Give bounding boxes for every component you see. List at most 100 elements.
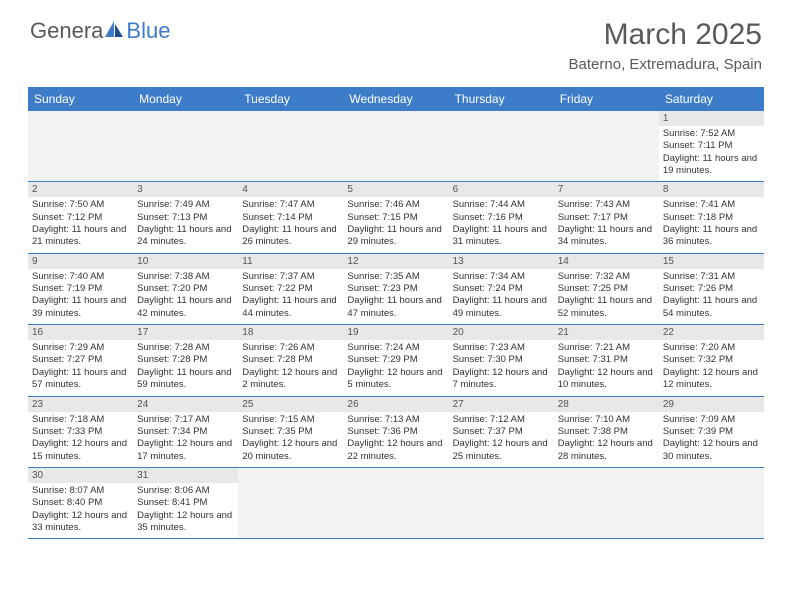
sunrise-line: Sunrise: 7:37 AM [242, 271, 339, 283]
day-body: Sunrise: 7:43 AMSunset: 7:17 PMDaylight:… [554, 197, 659, 252]
day-number: 6 [449, 182, 554, 197]
day-number: 4 [238, 182, 343, 197]
sunset-line: Sunset: 7:24 PM [453, 283, 550, 295]
sunset-line: Sunset: 7:27 PM [32, 354, 129, 366]
sunrise-line: Sunrise: 7:49 AM [137, 199, 234, 211]
sunset-line: Sunset: 7:34 PM [137, 426, 234, 438]
sunset-line: Sunset: 7:11 PM [663, 140, 760, 152]
daylight-line: Daylight: 11 hours and 42 minutes. [137, 295, 234, 320]
sunset-line: Sunset: 7:15 PM [347, 212, 444, 224]
day-header-row: SundayMondayTuesdayWednesdayThursdayFrid… [28, 87, 764, 111]
day-cell: 29Sunrise: 7:09 AMSunset: 7:39 PMDayligh… [659, 397, 764, 467]
day-number: 16 [28, 325, 133, 340]
day-number: 1 [659, 111, 764, 126]
day-number: 21 [554, 325, 659, 340]
day-cell: 8Sunrise: 7:41 AMSunset: 7:18 PMDaylight… [659, 182, 764, 252]
sunset-line: Sunset: 7:28 PM [137, 354, 234, 366]
day-cell [554, 111, 659, 181]
day-cell: 17Sunrise: 7:28 AMSunset: 7:28 PMDayligh… [133, 325, 238, 395]
day-body: Sunrise: 7:47 AMSunset: 7:14 PMDaylight:… [238, 197, 343, 252]
sunset-line: Sunset: 7:17 PM [558, 212, 655, 224]
week-row: 30Sunrise: 8:07 AMSunset: 8:40 PMDayligh… [28, 468, 764, 539]
sunset-line: Sunset: 7:36 PM [347, 426, 444, 438]
daylight-line: Daylight: 11 hours and 52 minutes. [558, 295, 655, 320]
day-cell [659, 468, 764, 538]
sunset-line: Sunset: 7:25 PM [558, 283, 655, 295]
day-cell: 5Sunrise: 7:46 AMSunset: 7:15 PMDaylight… [343, 182, 448, 252]
sunset-line: Sunset: 7:38 PM [558, 426, 655, 438]
sunrise-line: Sunrise: 7:15 AM [242, 414, 339, 426]
sunrise-line: Sunrise: 7:43 AM [558, 199, 655, 211]
day-cell [449, 111, 554, 181]
sunset-line: Sunset: 7:31 PM [558, 354, 655, 366]
daylight-line: Daylight: 12 hours and 35 minutes. [137, 510, 234, 535]
sunrise-line: Sunrise: 7:17 AM [137, 414, 234, 426]
day-header-cell: Monday [133, 87, 238, 111]
sunrise-line: Sunrise: 7:28 AM [137, 342, 234, 354]
day-body: Sunrise: 7:52 AMSunset: 7:11 PMDaylight:… [659, 126, 764, 181]
day-header-cell: Sunday [28, 87, 133, 111]
day-header-cell: Tuesday [238, 87, 343, 111]
day-cell [343, 468, 448, 538]
day-number: 23 [28, 397, 133, 412]
day-cell: 3Sunrise: 7:49 AMSunset: 7:13 PMDaylight… [133, 182, 238, 252]
week-row: 23Sunrise: 7:18 AMSunset: 7:33 PMDayligh… [28, 397, 764, 468]
day-cell [449, 468, 554, 538]
sunrise-line: Sunrise: 7:52 AM [663, 128, 760, 140]
logo-sail-icon [104, 18, 124, 44]
day-number: 25 [238, 397, 343, 412]
day-cell: 19Sunrise: 7:24 AMSunset: 7:29 PMDayligh… [343, 325, 448, 395]
day-body: Sunrise: 7:10 AMSunset: 7:38 PMDaylight:… [554, 412, 659, 467]
daylight-line: Daylight: 11 hours and 59 minutes. [137, 367, 234, 392]
day-body: Sunrise: 7:34 AMSunset: 7:24 PMDaylight:… [449, 269, 554, 324]
day-cell [343, 111, 448, 181]
title-block: March 2025 Baterno, Extremadura, Spain [569, 18, 762, 73]
location-text: Baterno, Extremadura, Spain [569, 56, 762, 73]
day-body: Sunrise: 7:23 AMSunset: 7:30 PMDaylight:… [449, 340, 554, 395]
day-number: 31 [133, 468, 238, 483]
day-cell: 23Sunrise: 7:18 AMSunset: 7:33 PMDayligh… [28, 397, 133, 467]
sunset-line: Sunset: 7:22 PM [242, 283, 339, 295]
sunrise-line: Sunrise: 7:32 AM [558, 271, 655, 283]
day-cell: 15Sunrise: 7:31 AMSunset: 7:26 PMDayligh… [659, 254, 764, 324]
daylight-line: Daylight: 11 hours and 36 minutes. [663, 224, 760, 249]
day-body: Sunrise: 7:49 AMSunset: 7:13 PMDaylight:… [133, 197, 238, 252]
day-cell: 13Sunrise: 7:34 AMSunset: 7:24 PMDayligh… [449, 254, 554, 324]
day-cell [554, 468, 659, 538]
logo-text-2: Blue [126, 18, 170, 44]
day-body: Sunrise: 7:15 AMSunset: 7:35 PMDaylight:… [238, 412, 343, 467]
sunset-line: Sunset: 7:12 PM [32, 212, 129, 224]
sunrise-line: Sunrise: 7:47 AM [242, 199, 339, 211]
sunrise-line: Sunrise: 8:06 AM [137, 485, 234, 497]
sunset-line: Sunset: 7:13 PM [137, 212, 234, 224]
sunrise-line: Sunrise: 7:44 AM [453, 199, 550, 211]
daylight-line: Daylight: 11 hours and 34 minutes. [558, 224, 655, 249]
day-number: 24 [133, 397, 238, 412]
day-number: 8 [659, 182, 764, 197]
sunset-line: Sunset: 7:30 PM [453, 354, 550, 366]
daylight-line: Daylight: 12 hours and 20 minutes. [242, 438, 339, 463]
day-number: 18 [238, 325, 343, 340]
daylight-line: Daylight: 12 hours and 33 minutes. [32, 510, 129, 535]
daylight-line: Daylight: 12 hours and 30 minutes. [663, 438, 760, 463]
day-cell: 12Sunrise: 7:35 AMSunset: 7:23 PMDayligh… [343, 254, 448, 324]
sunset-line: Sunset: 7:39 PM [663, 426, 760, 438]
daylight-line: Daylight: 11 hours and 29 minutes. [347, 224, 444, 249]
sunrise-line: Sunrise: 7:35 AM [347, 271, 444, 283]
day-body: Sunrise: 7:18 AMSunset: 7:33 PMDaylight:… [28, 412, 133, 467]
day-body: Sunrise: 7:13 AMSunset: 7:36 PMDaylight:… [343, 412, 448, 467]
day-body: Sunrise: 7:44 AMSunset: 7:16 PMDaylight:… [449, 197, 554, 252]
day-cell: 7Sunrise: 7:43 AMSunset: 7:17 PMDaylight… [554, 182, 659, 252]
day-number: 19 [343, 325, 448, 340]
day-number: 30 [28, 468, 133, 483]
daylight-line: Daylight: 12 hours and 5 minutes. [347, 367, 444, 392]
day-cell: 26Sunrise: 7:13 AMSunset: 7:36 PMDayligh… [343, 397, 448, 467]
sunrise-line: Sunrise: 7:13 AM [347, 414, 444, 426]
sunset-line: Sunset: 7:37 PM [453, 426, 550, 438]
day-body: Sunrise: 7:28 AMSunset: 7:28 PMDaylight:… [133, 340, 238, 395]
sunrise-line: Sunrise: 7:20 AM [663, 342, 760, 354]
day-body: Sunrise: 7:12 AMSunset: 7:37 PMDaylight:… [449, 412, 554, 467]
day-number: 15 [659, 254, 764, 269]
sunset-line: Sunset: 7:28 PM [242, 354, 339, 366]
sunset-line: Sunset: 7:35 PM [242, 426, 339, 438]
